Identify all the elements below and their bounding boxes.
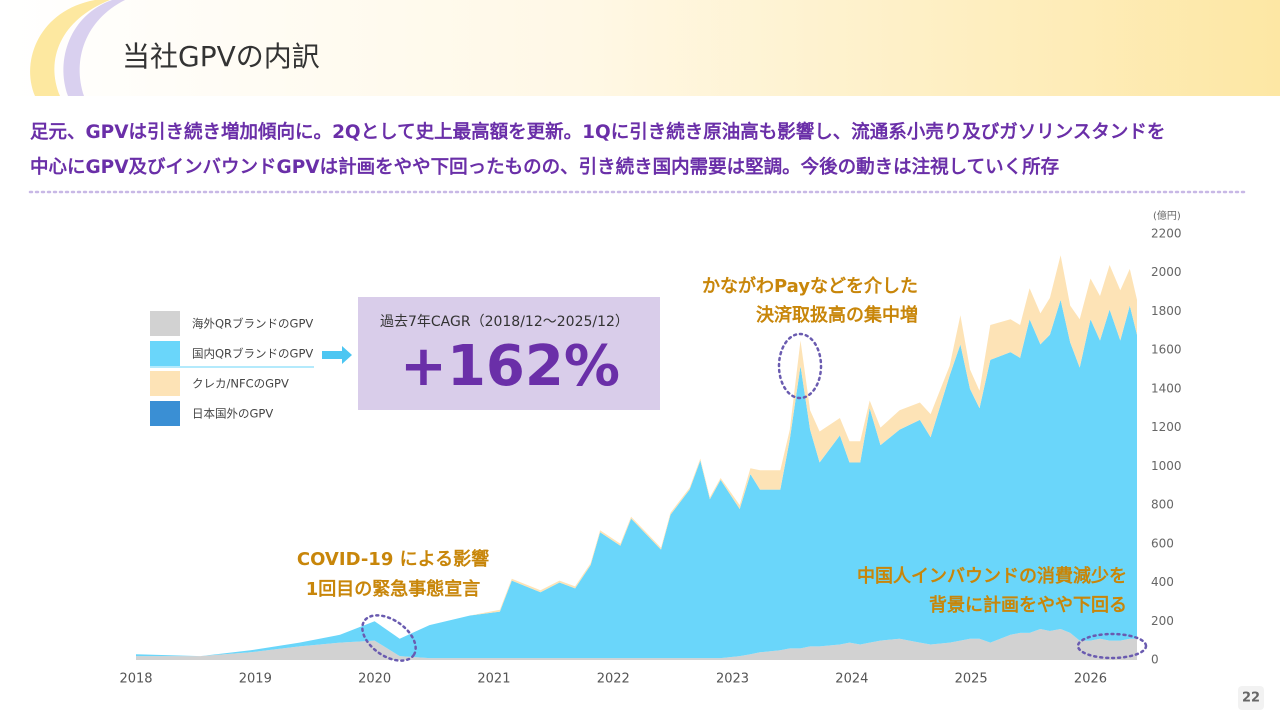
x-tick-label: 2024 (835, 672, 868, 687)
annotation: 決済取扱高の集中増 (756, 304, 918, 326)
annotation: 1回目の緊急事態宣言 (306, 578, 481, 600)
legend-swatch (150, 371, 180, 396)
header-decor (30, 0, 110, 96)
x-tick-label: 2018 (119, 672, 152, 687)
callout-box (358, 297, 660, 410)
header-decor (63, 0, 125, 96)
annotation: 背景に計画をやや下回る (929, 594, 1127, 616)
y-tick-label: 0 (1151, 653, 1159, 667)
annotation: かながわPayなどを介した (702, 275, 918, 297)
y-tick-label: 400 (1151, 575, 1174, 589)
highlight-ring (1076, 632, 1148, 660)
x-tick-label: 2021 (477, 672, 510, 687)
lead-text: 足元、GPVは引き続き増加傾向に。2Qとして史上最高額を更新。1Qに引き続き原油… (30, 121, 1165, 143)
legend-label: 国内QRブランドのGPV (192, 347, 313, 361)
header-band (0, 0, 1280, 96)
page-number-box (1238, 686, 1264, 710)
area (136, 299, 1137, 659)
legend-swatch (150, 311, 180, 336)
x-tick-label: 2023 (716, 672, 749, 687)
x-tick-label: 2022 (597, 672, 630, 687)
y-tick-label: 600 (1151, 536, 1174, 550)
callout-value: +162% (400, 334, 620, 399)
y-tick-label: 2000 (1151, 265, 1182, 279)
legend-label: 日本国外のGPV (192, 407, 273, 421)
callout-label: 過去7年CAGR（2018/12～2025/12） (380, 314, 629, 330)
page-title: 当社GPVの内訳 (122, 40, 320, 73)
legend-label: クレカ/NFCのGPV (192, 377, 289, 391)
legend-arrow (322, 346, 352, 364)
y-tick-label: 1200 (1151, 420, 1182, 434)
annotation: COVID-19 による影響 (297, 548, 489, 570)
page-number: 22 (1242, 691, 1260, 706)
legend-swatch (150, 401, 180, 426)
y-tick-label: 1800 (1151, 304, 1182, 318)
legend-label: 海外QRブランドのGPV (192, 317, 313, 331)
annotation: 中国人インバウンドの消費減少を (857, 565, 1127, 587)
plot (136, 255, 1137, 660)
y-tick-label: 1600 (1151, 343, 1182, 357)
y-tick-label: 200 (1151, 614, 1174, 628)
y-tick-label: 2200 (1151, 227, 1182, 241)
x-tick-label: 2020 (358, 672, 391, 687)
x-tick-label: 2026 (1074, 672, 1107, 687)
x-tick-label: 2019 (239, 672, 272, 687)
y-tick-label: 1400 (1151, 381, 1182, 395)
x-tick-label: 2025 (955, 672, 988, 687)
legend-swatch (150, 341, 180, 366)
highlight-ring (361, 614, 417, 662)
lead-text: 中心にGPV及びインバウンドGPVは計画をやや下回ったものの、引き続き国内需要は… (30, 156, 1060, 178)
y-tick-label: 800 (1151, 498, 1174, 512)
y-tick-label: 1000 (1151, 459, 1182, 473)
y-unit: (億円) (1153, 209, 1181, 222)
highlight-ring (777, 332, 823, 400)
area (136, 629, 1137, 660)
